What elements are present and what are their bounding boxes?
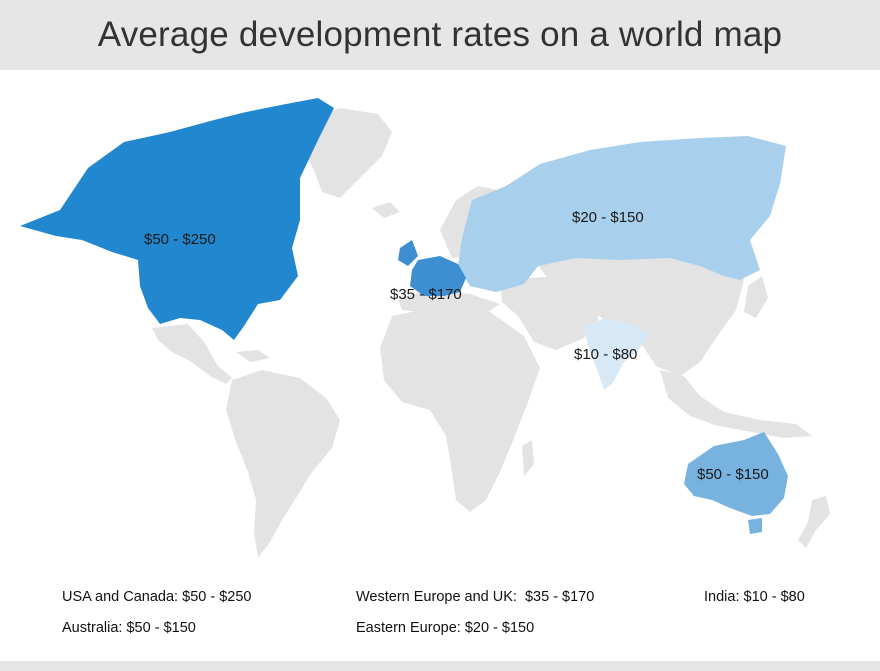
south-america-shape (226, 370, 340, 558)
legend-eastern-europe: Eastern Europe: $20 - $150 (356, 620, 534, 636)
region-australia-tasmania (748, 518, 762, 534)
legend-australia: Australia: $50 - $150 (62, 620, 196, 636)
page-title: Average development rates on a world map (97, 15, 783, 54)
asia-shape (528, 246, 744, 376)
legend-india: India: $10 - $80 (704, 589, 805, 605)
region-usa-canada (20, 98, 334, 340)
legend-western-europe-uk: Western Europe and UK: $35 - $170 (356, 589, 594, 605)
legend-india-name: India: (704, 589, 740, 605)
legend-usa-canada: USA and Canada: $50 - $250 (62, 589, 251, 605)
region-australia (684, 432, 788, 516)
legend-western-europe-uk-name: Western Europe and UK: (356, 589, 517, 605)
region-eastern-europe (458, 136, 786, 292)
japan-shape (744, 276, 768, 318)
iceland-shape (372, 202, 400, 218)
map-label-australia: $50 - $150 (697, 466, 769, 483)
map-label-india: $10 - $80 (574, 346, 637, 363)
region-india (584, 318, 650, 390)
map-label-eastern-europe: $20 - $150 (572, 209, 644, 226)
header-bar: Average development rates on a world map (0, 0, 880, 70)
greenland-shape (300, 108, 392, 198)
world-map-svg: $50 - $250 $35 - $170 $20 - $150 $10 - $… (20, 98, 830, 558)
legend-australia-value: $50 - $150 (126, 620, 196, 636)
world-map: $50 - $250 $35 - $170 $20 - $150 $10 - $… (0, 80, 880, 580)
legend: USA and Canada: $50 - $250 Australia: $5… (0, 582, 880, 652)
madagascar-shape (522, 440, 534, 476)
region-western-europe-uk (398, 240, 466, 296)
legend-india-value: $10 - $80 (743, 589, 805, 605)
footer-strip (0, 661, 880, 671)
legend-eastern-europe-value: $20 - $150 (464, 620, 535, 636)
map-label-usa-canada: $50 - $250 (144, 231, 216, 248)
new-zealand-shape (798, 496, 830, 548)
legend-australia-name: Australia: (62, 620, 123, 636)
southeast-asia-shape (660, 370, 812, 438)
caribbean-shape (236, 350, 270, 362)
legend-usa-canada-value: $50 - $250 (182, 589, 252, 605)
central-america-shape (152, 324, 232, 384)
map-label-western-europe-uk: $35 - $170 (390, 286, 462, 303)
legend-western-europe-uk-value: $35 - $170 (524, 589, 595, 605)
africa-shape (380, 306, 540, 512)
legend-eastern-europe-name: Eastern Europe: (356, 620, 461, 636)
legend-usa-canada-name: USA and Canada: (62, 589, 179, 605)
